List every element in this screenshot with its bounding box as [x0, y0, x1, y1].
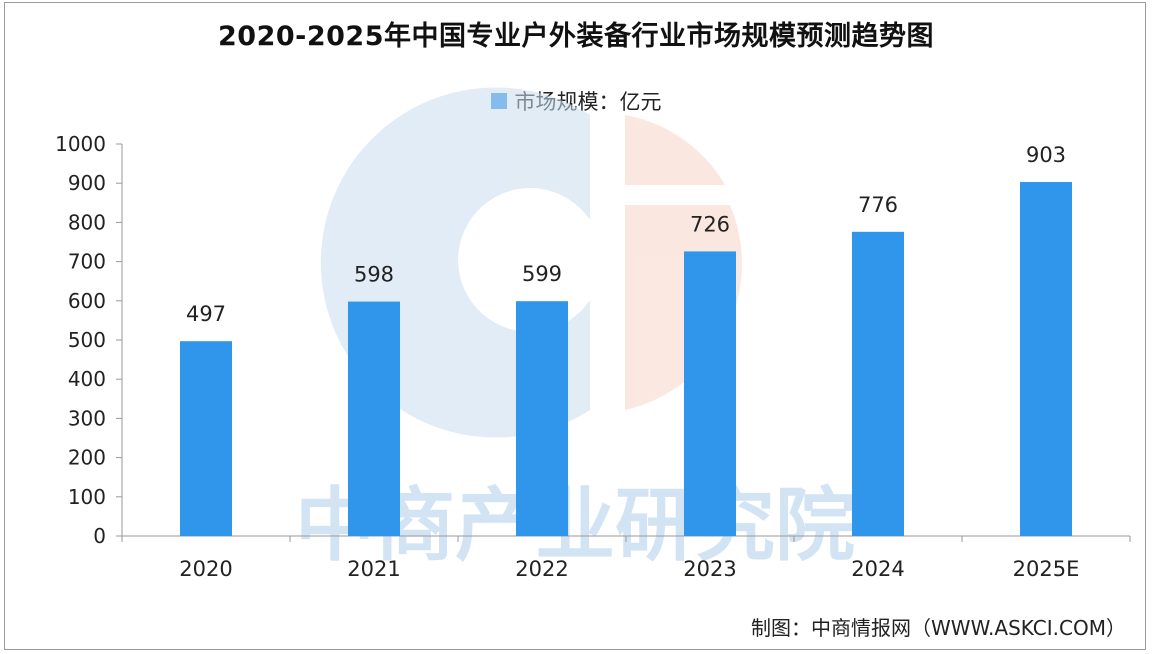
y-tick-label: 600: [68, 289, 106, 313]
y-tick-label: 200: [68, 446, 106, 470]
labels-group: 497 2020 598 2021 599 2022 726 2023 776 2024 903 20…: [179, 143, 1079, 581]
x-tick-label: 2021: [347, 557, 400, 581]
bars-group: [180, 182, 1072, 537]
y-tick-label: 900: [68, 171, 106, 195]
x-tick-label: 2025E: [1013, 557, 1080, 581]
y-tick-label: 1000: [55, 132, 106, 156]
bar-2024: [852, 231, 904, 537]
bar-2020: [180, 341, 232, 536]
bar-2022: [516, 301, 568, 536]
x-tick-label: 2023: [683, 557, 736, 581]
axes: 0 100 200 300 400 500 600 700 800 900 1000: [55, 132, 1131, 548]
y-tick-label: 300: [68, 406, 106, 430]
x-tick-label: 2020: [179, 557, 232, 581]
bar-2025E: [1020, 182, 1072, 537]
data-label: 497: [186, 302, 226, 326]
chart-title: 2020-2025年中国专业户外装备行业市场规模预测趋势图: [218, 21, 934, 52]
y-tick-label: 800: [68, 210, 106, 234]
data-label: 598: [354, 263, 394, 287]
x-tick-label: 2024: [851, 557, 904, 581]
y-tick-label: 500: [68, 328, 106, 352]
bar-2021: [348, 301, 400, 536]
source-credit: 制图：中商情报网（WWW.ASKCI.COM）: [751, 616, 1126, 640]
y-tick-label: 400: [68, 367, 106, 391]
data-label: 776: [858, 193, 898, 217]
data-label: 599: [522, 262, 562, 286]
chart-frame: [4, 2, 1146, 650]
data-label: 726: [690, 212, 730, 236]
x-tick-label: 2022: [515, 557, 568, 581]
bar-2023: [684, 251, 736, 536]
y-tick-label: 700: [68, 250, 106, 274]
y-tick-label: 0: [93, 524, 106, 548]
data-label: 903: [1026, 143, 1066, 167]
y-tick-label: 100: [68, 485, 106, 509]
